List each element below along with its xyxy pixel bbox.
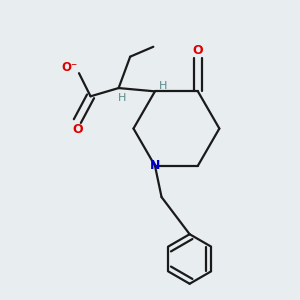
Text: N: N: [150, 159, 160, 172]
Text: H: H: [159, 81, 167, 92]
Text: O⁻: O⁻: [61, 61, 77, 74]
Text: H: H: [118, 93, 126, 103]
Text: O: O: [72, 123, 83, 136]
Text: O: O: [193, 44, 203, 57]
